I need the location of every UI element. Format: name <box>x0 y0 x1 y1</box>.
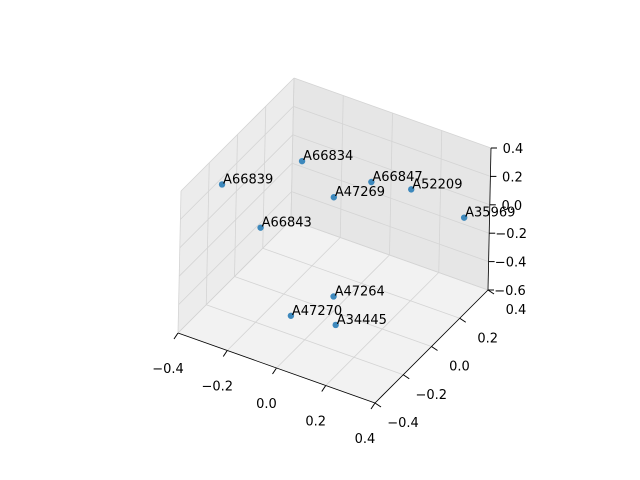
tick-mark <box>402 374 410 380</box>
point <box>460 214 468 221</box>
grid-line <box>177 190 182 334</box>
grid-line <box>234 134 238 277</box>
x-tick-label: 0.2 <box>305 415 326 430</box>
y-tick-label: −0.2 <box>415 388 447 403</box>
point-label: A66847 <box>372 170 422 185</box>
y-tick-label: 0.0 <box>449 360 470 375</box>
tick-mark <box>459 317 467 323</box>
point-label: A47270 <box>292 304 342 319</box>
grid-line <box>262 247 460 319</box>
tick-mark <box>222 350 228 357</box>
grid-line <box>339 95 344 238</box>
tick-mark <box>370 402 376 410</box>
tick-mark <box>321 385 327 392</box>
grid-line <box>290 219 489 291</box>
z-tick-label: 0.4 <box>503 142 524 157</box>
point-label: A47269 <box>335 185 385 200</box>
x-tick-label: 0.0 <box>256 397 277 412</box>
tick-mark <box>487 289 495 295</box>
point <box>330 293 337 300</box>
grid-line <box>180 106 294 220</box>
grid-line <box>206 304 404 376</box>
tick-mark <box>431 346 438 351</box>
grid-line <box>234 276 432 347</box>
grid-line <box>205 162 210 305</box>
z-tick-label: −0.6 <box>494 284 526 299</box>
point-label: A35969 <box>465 206 515 221</box>
point <box>218 181 226 188</box>
grid-line <box>178 191 292 305</box>
z-axis <box>487 147 492 291</box>
x-axis <box>177 332 376 404</box>
point-label: A52209 <box>412 177 462 192</box>
tick-mark <box>374 402 382 408</box>
grid-line <box>262 106 267 249</box>
point-label: A34445 <box>337 313 387 328</box>
point <box>368 178 375 186</box>
y-tick-label: −0.4 <box>387 416 419 431</box>
grid-line <box>293 77 492 149</box>
grid-line <box>293 106 491 177</box>
point-label: A66839 <box>223 172 273 187</box>
grid-line <box>389 112 393 256</box>
grid-line <box>292 162 490 234</box>
tick-mark <box>173 332 179 340</box>
point <box>257 224 264 231</box>
grid-line <box>180 77 295 192</box>
point-label: A47264 <box>335 284 385 299</box>
y-tick-label: 0.2 <box>477 331 498 346</box>
y-tick-label: 0.4 <box>506 303 527 318</box>
y-axis <box>374 289 489 404</box>
z-tick-label: −0.2 <box>495 227 527 242</box>
grid-line <box>178 162 293 277</box>
x-tick-label: −0.4 <box>152 362 184 377</box>
point <box>287 312 295 319</box>
z-tick-label: −0.4 <box>495 256 527 271</box>
z-tick-label: 0.2 <box>502 170 523 185</box>
point <box>330 194 338 201</box>
point <box>408 186 415 193</box>
point <box>332 321 339 329</box>
grid-line <box>177 219 292 334</box>
point <box>298 157 306 165</box>
z-tick-label: 0.0 <box>501 199 522 214</box>
grid-line <box>290 77 295 221</box>
grid-line <box>438 130 443 273</box>
point-label: A66843 <box>262 216 312 231</box>
x-tick-label: 0.4 <box>355 432 376 447</box>
point-label: A66834 <box>303 149 353 164</box>
grid-line <box>179 134 294 249</box>
x-tick-label: −0.2 <box>201 380 233 395</box>
grid-line <box>292 134 490 206</box>
tick-mark <box>272 367 277 375</box>
grid-line <box>291 191 489 262</box>
